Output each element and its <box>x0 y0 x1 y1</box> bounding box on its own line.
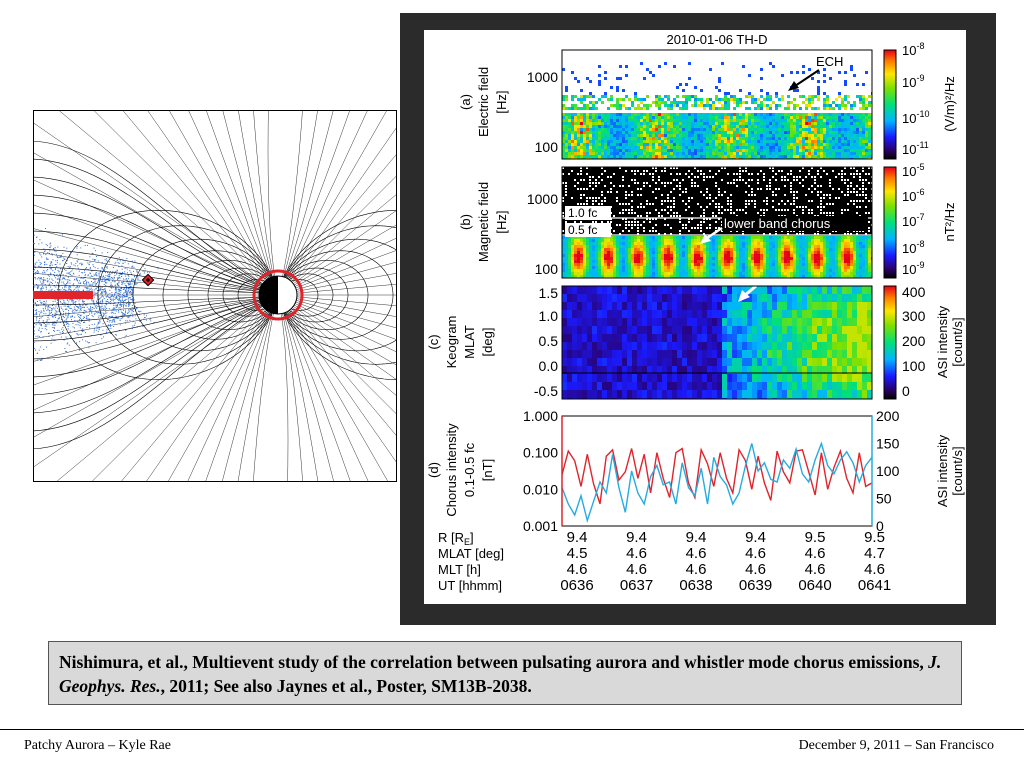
orbit-value: 9.5 <box>805 529 826 546</box>
orbit-value: 0641 <box>858 577 891 594</box>
panel-b-label: Magnetic field <box>476 182 491 262</box>
panel-b-unit: [Hz] <box>494 210 509 233</box>
svg-text:10-10: 10-10 <box>902 109 929 126</box>
footer-left-text: Patchy Aurora – Kyle Rae <box>24 738 171 753</box>
footer-right-text: December 9, 2011 – San Francisco <box>798 738 994 753</box>
panel-d-intensity-timeseries: (d) Chorus intensity 0.1-0.5 fc [nT] 1.0… <box>426 408 965 534</box>
orbit-value: 4.6 <box>686 561 707 578</box>
orbit-value: 4.6 <box>567 561 588 578</box>
panel-b-colorbar-label: nT²/Hz <box>942 203 957 242</box>
panel-d-unit: [nT] <box>480 459 495 481</box>
panel-b-colorbar-ticks: 10-5 10-6 10-7 10-8 10-9 <box>902 162 924 277</box>
orbit-value: 0637 <box>620 577 653 594</box>
panel-b-colorbar <box>883 166 897 279</box>
svg-text:10-9: 10-9 <box>902 73 924 90</box>
panel-b-ytick-100: 100 <box>535 261 559 277</box>
orbit-row-label: MLT [h] <box>438 562 481 577</box>
panel-a-ytick-1000: 1000 <box>527 69 558 85</box>
half-fc-line-label: 0.5 fc <box>568 223 597 237</box>
orbit-value: 0640 <box>798 577 831 594</box>
panel-b-letter: (b) <box>458 214 473 230</box>
orbit-value: 9.4 <box>626 529 647 546</box>
svg-text:10-11: 10-11 <box>902 140 929 157</box>
ech-annotation: ECH <box>816 54 843 69</box>
panel-c-colorbar-ticks: 400 300 200 100 0 <box>902 284 926 399</box>
themis-observation-figure: 2010-01-06 TH-D (a) Electric field [Hz] … <box>426 32 965 594</box>
ech-arrowhead-icon <box>788 81 799 91</box>
panel-d-band-label: 0.1-0.5 fc <box>462 442 477 497</box>
panel-c-colorbar <box>883 285 897 400</box>
earth-icon <box>252 269 304 321</box>
caption-journal: J. Geophys. Res. <box>59 652 942 696</box>
asi-intensity-line <box>562 441 872 524</box>
chorus-intensity-line <box>562 447 872 505</box>
panel-d-label: Chorus intensity <box>444 423 459 517</box>
orbit-value: 4.6 <box>626 561 647 578</box>
panel-d-left-yticks: 1.000 0.100 0.010 0.001 <box>523 408 558 534</box>
panel-c-unit: [deg] <box>480 328 495 357</box>
panel-a-colorbar-label: (V/m)²/Hz <box>942 76 957 132</box>
panel-c-label: Keogram <box>444 316 459 369</box>
keogram-arrowhead-icon <box>738 290 750 302</box>
citation-caption: Nishimura, et al., Multievent study of t… <box>48 641 962 705</box>
figure-title: 2010-01-06 TH-D <box>667 32 768 47</box>
orbit-value: 4.5 <box>567 545 588 562</box>
orbit-value: 4.7 <box>864 545 885 562</box>
panel-a-unit: [Hz] <box>494 90 509 113</box>
panel-d-right-label: ASI intensity <box>935 434 950 507</box>
fc-line-label: 1.0 fc <box>568 206 597 220</box>
orbit-value: 9.4 <box>567 529 588 546</box>
orbit-value: 4.6 <box>805 561 826 578</box>
magnetosphere-field-line-diagram <box>33 110 397 482</box>
panel-d-right-unit: [count/s] <box>950 446 965 495</box>
caption-text-end: , 2011; See also Jaynes et al., Poster, … <box>160 676 532 696</box>
magnetotail-marker-bar <box>33 291 93 299</box>
panel-d-right-yticks: 200 150 100 50 0 <box>876 408 900 534</box>
orbit-value: 4.6 <box>745 545 766 562</box>
panel-a-label: Electric field <box>476 67 491 137</box>
keogram-image <box>562 286 872 399</box>
orbit-value: 9.5 <box>864 529 885 546</box>
orbit-value: 9.4 <box>686 529 707 546</box>
panel-b-magnetic-field: (b) Magnetic field [Hz] 1000 100 1.0 fc … <box>458 162 957 279</box>
panel-a-electric-field: (a) Electric field [Hz] 1000 100 ECH 10-… <box>458 41 957 160</box>
panel-c-keogram: (c) Keogram MLAT [deg] 1.5 1.0 0.5 0.0 -… <box>426 284 965 400</box>
intensity-lines <box>562 441 872 524</box>
panel-a-colorbar <box>883 49 897 160</box>
chorus-arrowhead-icon <box>700 234 711 244</box>
panel-c-mlat-label: MLAT <box>462 325 477 359</box>
orbit-value: 9.4 <box>745 529 766 546</box>
panel-c-letter: (c) <box>426 334 441 349</box>
panel-a-colorbar-ticks: 10-8 10-9 10-10 10-11 <box>902 41 929 157</box>
footer-divider <box>0 729 1024 730</box>
orbit-value: 4.6 <box>745 561 766 578</box>
orbit-value: 4.6 <box>626 545 647 562</box>
orbit-value: 0636 <box>560 577 593 594</box>
svg-text:10-8: 10-8 <box>902 41 924 58</box>
panel-a-ytick-100: 100 <box>535 139 559 155</box>
panel-d-letter: (d) <box>426 462 441 478</box>
panel-c-yticks: 1.5 1.0 0.5 0.0 -0.5 <box>534 285 558 399</box>
panel-a-letter: (a) <box>458 94 473 110</box>
caption-text: Nishimura, et al., Multievent study of t… <box>59 652 929 672</box>
orbit-value: 4.6 <box>805 545 826 562</box>
orbit-value: 4.6 <box>686 545 707 562</box>
orbit-value: 4.6 <box>864 561 885 578</box>
orbit-value: 0638 <box>679 577 712 594</box>
panel-c-colorbar-unit: [count/s] <box>950 317 965 366</box>
magnetic-field-spectrogram <box>562 167 872 278</box>
spacecraft-position-marker <box>141 273 155 287</box>
orbit-row-label: R [RE] <box>438 530 474 547</box>
orbit-row-label: MLAT [deg] <box>438 546 504 561</box>
panel-c-colorbar-label: ASI intensity <box>935 305 950 378</box>
lower-band-chorus-annotation: lower band chorus <box>724 216 831 231</box>
panel-b-ytick-1000: 1000 <box>527 191 558 207</box>
orbit-value: 0639 <box>739 577 772 594</box>
orbit-row-label: UT [hhmm] <box>438 578 502 593</box>
